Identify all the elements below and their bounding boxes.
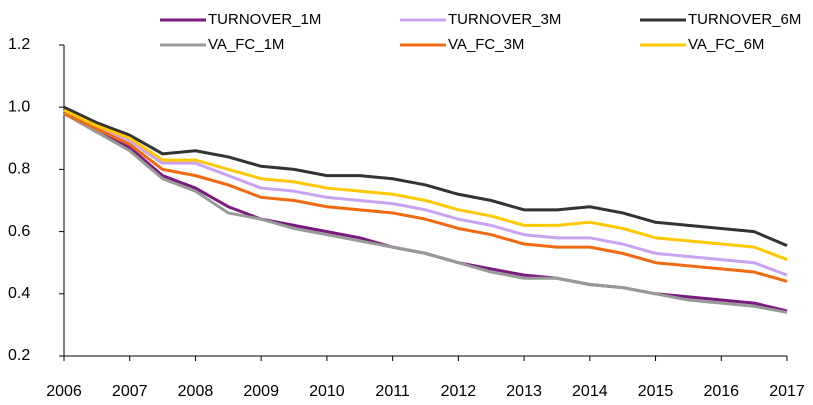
x-tick-label: 2015: [638, 383, 674, 400]
x-tick-label: 2010: [309, 383, 345, 400]
x-tick-label: 2016: [703, 383, 739, 400]
y-tick-label: 1.2: [8, 36, 30, 53]
x-tick-label: 2017: [769, 383, 805, 400]
series-line: [63, 108, 788, 261]
x-tick-label: 2009: [243, 383, 279, 400]
legend-label: TURNOVER_6M: [688, 11, 801, 28]
y-tick-label: 0.6: [8, 223, 30, 240]
series-line: [63, 112, 788, 313]
y-tick-label: 1.0: [8, 98, 30, 115]
legend-label: VA_FC_6M: [688, 36, 764, 53]
x-tick-label: 2007: [112, 383, 148, 400]
y-tick-label: 0.4: [8, 285, 30, 302]
series-line: [63, 105, 788, 247]
y-tick-label: 0.2: [8, 347, 30, 364]
y-tick-label: 0.8: [8, 161, 30, 178]
legend-label: VA_FC_1M: [208, 36, 284, 53]
legend-label: TURNOVER_3M: [448, 11, 561, 28]
x-tick-label: 2011: [375, 383, 410, 400]
legend-label: TURNOVER_1M: [208, 11, 321, 28]
x-tick-label: 2014: [572, 383, 608, 400]
x-tick-label: 2012: [441, 383, 477, 400]
series-line: [63, 112, 788, 283]
x-tick-label: 2006: [46, 383, 82, 400]
series-line: [63, 108, 788, 277]
series-line: [63, 112, 788, 314]
legend-label: VA_FC_3M: [448, 36, 524, 53]
x-tick-label: 2008: [178, 383, 214, 400]
x-tick-label: 2013: [506, 383, 542, 400]
